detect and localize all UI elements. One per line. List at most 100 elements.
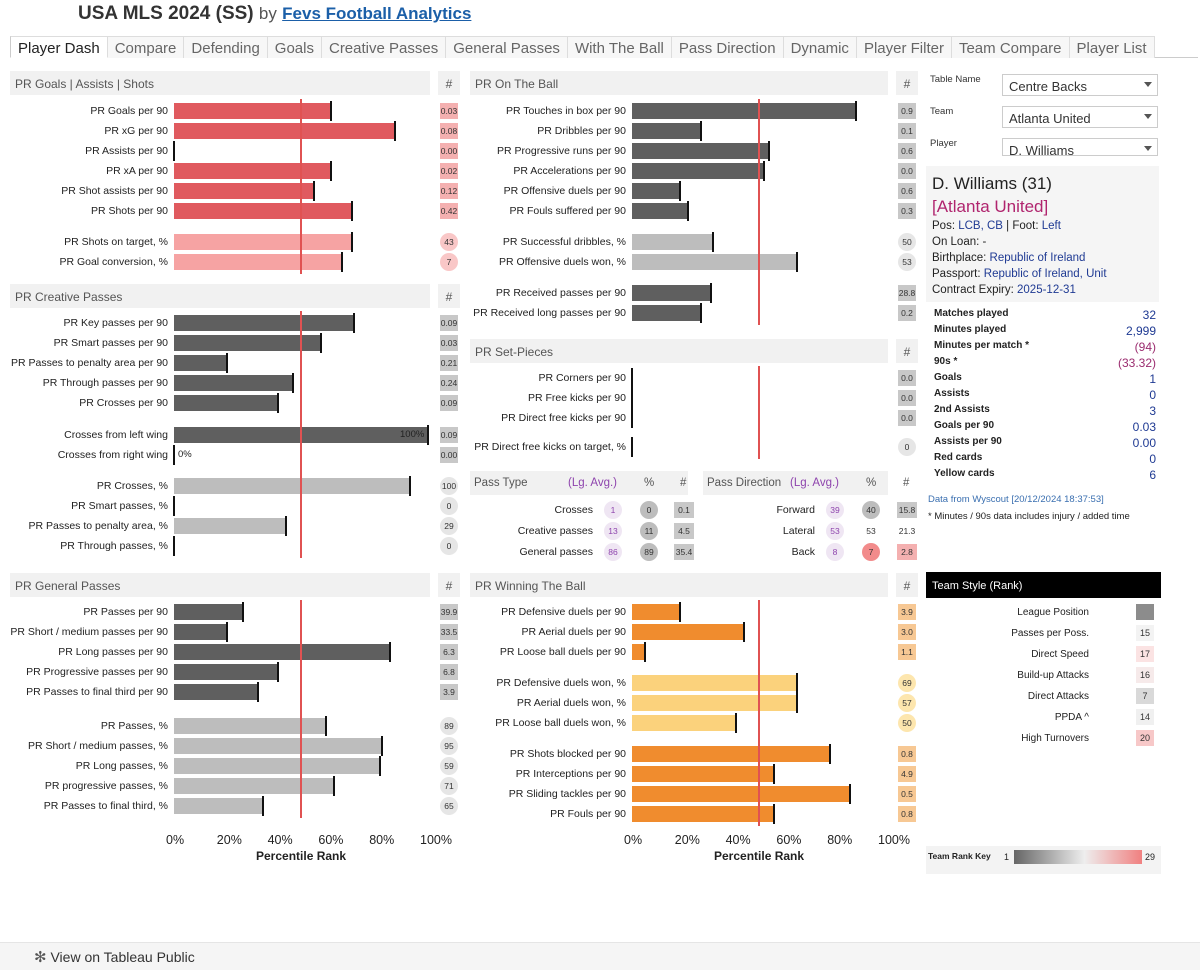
axis-tick-left: 80% (369, 833, 395, 847)
pass_direction-row-label: Lateral (782, 525, 815, 537)
league-average-line (758, 600, 760, 826)
footer-label: View on Tableau Public (50, 949, 195, 965)
value-badge: 0.09 (440, 315, 458, 331)
league-average-line (758, 99, 760, 325)
bar-label: PR Defensive duels won, % (496, 677, 626, 689)
bar-end-marker (829, 744, 832, 764)
bar (174, 684, 258, 700)
value-badge: 0 (898, 438, 916, 456)
tab-compare[interactable]: Compare (107, 36, 185, 58)
bar (632, 123, 701, 139)
bar-label: PR Passes to final third, % (43, 800, 168, 812)
league-average-line (300, 99, 302, 274)
bar-label: PR Goal conversion, % (59, 256, 168, 268)
bar-label: PR Interceptions per 90 (515, 768, 626, 780)
bar-end-marker (686, 201, 689, 221)
bar-label: PR Shot assists per 90 (61, 185, 168, 197)
tab-with-the-ball[interactable]: With The Ball (567, 36, 672, 58)
team-label: Team (930, 106, 954, 117)
bar-end-marker (292, 373, 295, 393)
bar (174, 123, 395, 139)
player-select[interactable]: D. Williams (1002, 138, 1158, 158)
tab-defending[interactable]: Defending (184, 36, 268, 58)
bar (174, 718, 327, 734)
pass_direction-pct-badge: 7 (862, 543, 880, 561)
bar-end-marker (679, 602, 682, 622)
stat-row: Minutes per match * (94) (934, 340, 1156, 356)
tab-player-dash[interactable]: Player Dash (10, 36, 108, 58)
tab-creative-passes[interactable]: Creative Passes (321, 36, 447, 58)
bar (174, 478, 411, 494)
stat-row: Red cards 0 (934, 452, 1156, 468)
tab-bar: Player Dash Compare Defending Goals Creative… (10, 36, 1198, 58)
tab-dynamic[interactable]: Dynamic (783, 36, 857, 58)
tab-general-passes[interactable]: General Passes (446, 36, 568, 58)
stat-row: Assists 0 (934, 388, 1156, 404)
value-badge: 59 (440, 757, 458, 775)
value-badge: 0.03 (440, 335, 458, 351)
bar (174, 758, 380, 774)
axis-tick-right: 60% (776, 833, 802, 847)
bar-end-marker (409, 476, 412, 496)
section-title-creative: PR Creative Passes (10, 284, 430, 308)
team-style-row: High Turnovers 20 (926, 730, 1161, 748)
bar-label: PR xG per 90 (104, 125, 168, 137)
author-link[interactable]: Fevs Football Analytics (282, 4, 472, 23)
value-badge: 0.8 (898, 806, 916, 822)
pass_type-avg-badge: 86 (604, 543, 622, 561)
tab-team-compare[interactable]: Team Compare (951, 36, 1070, 58)
table-name-value: Centre Backs (1009, 79, 1088, 94)
bar (632, 285, 711, 301)
pass_direction-avg-badge: 39 (826, 501, 844, 519)
bar-label: PR Progressive runs per 90 (497, 145, 626, 157)
tab-player-filter[interactable]: Player Filter (856, 36, 952, 58)
bar (174, 738, 383, 754)
bar-label: PR Crosses, % (96, 480, 168, 492)
tab-goals[interactable]: Goals (267, 36, 322, 58)
pass_direction-row-label: Back (791, 546, 815, 558)
bar (632, 695, 798, 711)
axis-tick-left: 100% (420, 833, 452, 847)
league-average-line (300, 600, 302, 818)
team-style-row: Direct Attacks 7 (926, 688, 1161, 706)
bar-label: PR Successful dribbles, % (502, 236, 626, 248)
bar-label: PR Passes to final third per 90 (26, 686, 168, 698)
tab-pass-direction[interactable]: Pass Direction (671, 36, 784, 58)
stat-key: Matches played (934, 308, 1009, 319)
bar-label: PR Received passes per 90 (495, 287, 626, 299)
bar-label: PR Key passes per 90 (63, 317, 168, 329)
bar-end-marker (679, 181, 682, 201)
value-badge: 0.1 (898, 123, 916, 139)
tab-player-list[interactable]: Player List (1069, 36, 1155, 58)
tableau-icon: ✻ (34, 949, 47, 966)
bar-inline-label: 0% (178, 449, 192, 460)
bar-label: PR Progressive passes per 90 (26, 666, 168, 678)
passport-line: Passport: Republic of Ireland, Unit (932, 268, 1107, 280)
bar (174, 375, 294, 391)
bar-end-marker (173, 141, 175, 161)
view-on-tableau-link[interactable]: ✻ View on Tableau Public (34, 948, 195, 966)
bar-end-marker (350, 232, 353, 252)
bar-label: PR Offensive duels per 90 (503, 185, 626, 197)
axis-tick-right: 40% (725, 833, 751, 847)
axis-title-right: Percentile Rank (714, 849, 805, 863)
stat-key: Goals per 90 (934, 420, 995, 431)
bar (632, 746, 831, 762)
bar-label: PR Assists per 90 (85, 145, 168, 157)
team-select[interactable]: Atlanta United (1002, 106, 1158, 128)
section-title-goals: PR Goals | Assists | Shots (10, 71, 430, 95)
bar (632, 786, 851, 802)
pos-value: LCB, CB (958, 220, 1003, 232)
bar-label: PR Passes to penalty area per 90 (10, 357, 168, 369)
stat-row: Yellow cards 6 (934, 468, 1156, 484)
bar-label: PR Fouls suffered per 90 (509, 205, 626, 217)
bar-end-marker (330, 101, 333, 121)
value-badge: 71 (440, 777, 458, 795)
bar-end-marker (643, 642, 646, 662)
team-style-metric: PPDA ^ (1054, 712, 1089, 723)
table-name-select[interactable]: Centre Backs (1002, 74, 1158, 96)
pass_type-row-label: Crosses (554, 504, 593, 516)
bar-end-marker (277, 662, 280, 682)
bar-inline-label: 100% (400, 429, 425, 440)
pass_direction-row-label: Forward (776, 504, 815, 516)
